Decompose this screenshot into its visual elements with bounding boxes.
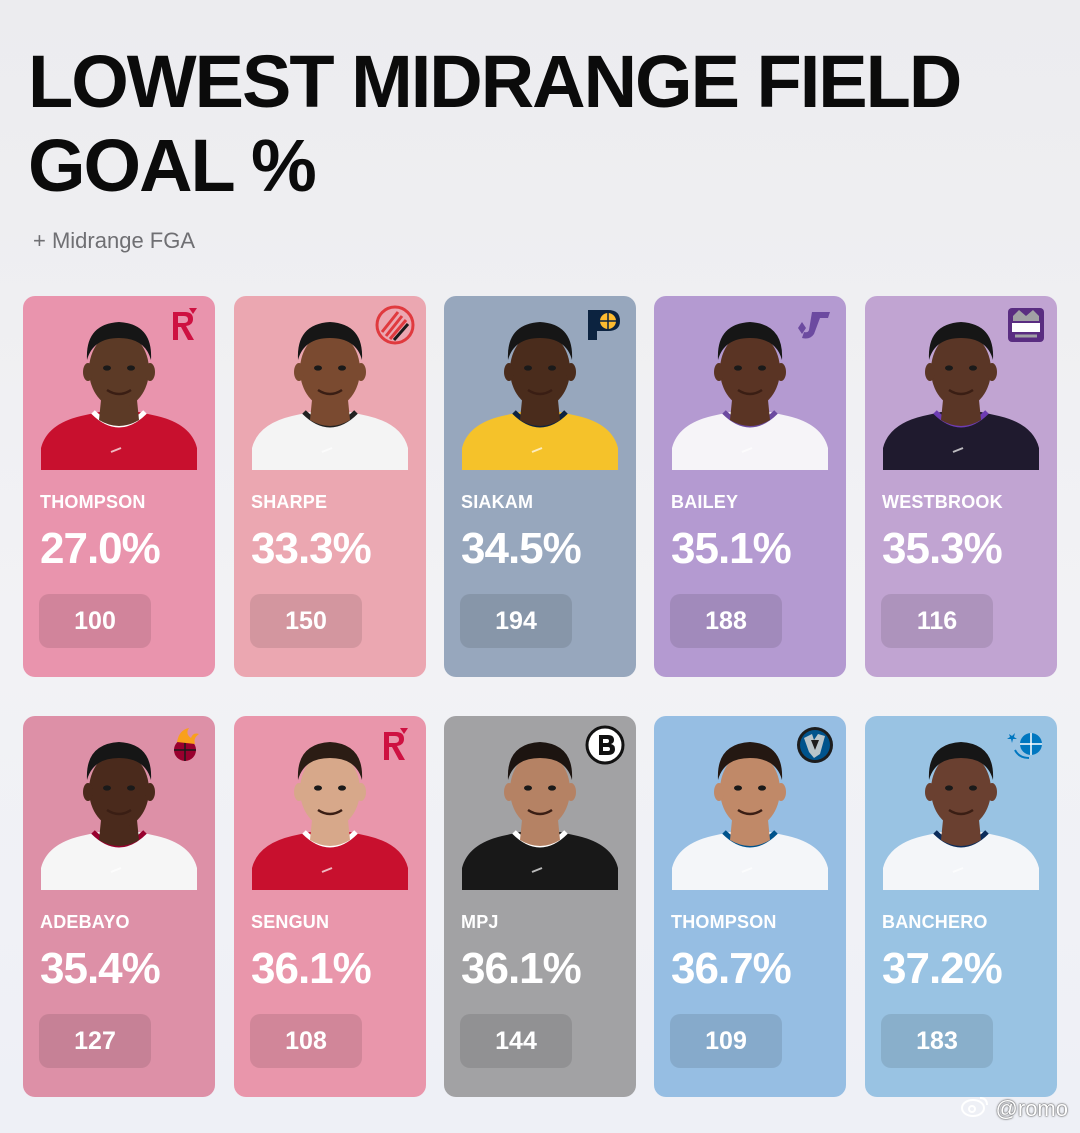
player-name: SIAKAM bbox=[461, 492, 534, 512]
player-card: BANCHERO 37.2% 183 bbox=[865, 716, 1057, 1097]
player-name: BANCHERO bbox=[882, 912, 988, 932]
player-headshot bbox=[672, 308, 828, 470]
midrange-fg-pct: 37.2% bbox=[882, 944, 1003, 993]
midrange-fga-badge: 144 bbox=[460, 1014, 572, 1068]
player-name: MPJ bbox=[461, 912, 499, 932]
midrange-fg-pct: 33.3% bbox=[251, 524, 372, 573]
player-name: SHARPE bbox=[251, 492, 328, 512]
player-headshot bbox=[883, 308, 1039, 470]
rockets-logo-icon bbox=[163, 304, 205, 346]
player-headshot bbox=[462, 308, 618, 470]
midrange-fga-badge: 100 bbox=[39, 594, 151, 648]
player-name: WESTBROOK bbox=[882, 492, 1003, 512]
pacers-logo-icon bbox=[584, 304, 626, 346]
midrange-fg-pct: 36.1% bbox=[461, 944, 582, 993]
player-card: SENGUN 36.1% 108 bbox=[234, 716, 426, 1097]
midrange-fga-badge: 150 bbox=[250, 594, 362, 648]
midrange-fg-pct: 27.0% bbox=[40, 524, 161, 573]
midrange-fga-badge: 188 bbox=[670, 594, 782, 648]
player-name: SENGUN bbox=[251, 912, 330, 932]
player-card: WESTBROOK 35.3% 116 bbox=[865, 296, 1057, 677]
player-headshot bbox=[462, 728, 618, 890]
player-card: ADEBAYO 35.4% 127 bbox=[23, 716, 215, 1097]
watermark: @romo bbox=[960, 1095, 1068, 1123]
mavericks-logo-icon bbox=[794, 724, 836, 766]
player-card: MPJ 36.1% 144 bbox=[444, 716, 636, 1097]
midrange-fg-pct: 34.5% bbox=[461, 524, 582, 573]
player-card: SIAKAM 34.5% 194 bbox=[444, 296, 636, 677]
nets-logo-icon bbox=[584, 724, 626, 766]
kings-logo-icon bbox=[1005, 304, 1047, 346]
player-headshot bbox=[883, 728, 1039, 890]
player-headshot bbox=[41, 308, 197, 470]
midrange-fga-badge: 109 bbox=[670, 1014, 782, 1068]
midrange-fg-pct: 35.4% bbox=[40, 944, 161, 993]
midrange-fg-pct: 35.3% bbox=[882, 524, 1003, 573]
midrange-fg-pct: 35.1% bbox=[671, 524, 792, 573]
midrange-fga-badge: 116 bbox=[881, 594, 993, 648]
player-card: BAILEY 35.1% 188 bbox=[654, 296, 846, 677]
player-headshot bbox=[672, 728, 828, 890]
magic-logo-icon bbox=[1005, 724, 1047, 766]
midrange-fga-badge: 194 bbox=[460, 594, 572, 648]
midrange-fga-badge: 108 bbox=[250, 1014, 362, 1068]
midrange-fg-pct: 36.1% bbox=[251, 944, 372, 993]
watermark-text: @romo bbox=[995, 1096, 1068, 1121]
heat-logo-icon bbox=[163, 724, 205, 766]
midrange-fga-badge: 183 bbox=[881, 1014, 993, 1068]
midrange-fg-pct: 36.7% bbox=[671, 944, 792, 993]
player-name: BAILEY bbox=[671, 492, 739, 512]
trail-blazers-logo-icon bbox=[374, 304, 416, 346]
page-title: LOWEST MIDRANGE FIELD GOAL % bbox=[28, 40, 962, 207]
rockets-logo-icon bbox=[374, 724, 416, 766]
player-headshot bbox=[252, 308, 408, 470]
player-name: THOMPSON bbox=[671, 912, 777, 932]
player-name: THOMPSON bbox=[40, 492, 146, 512]
player-headshot bbox=[252, 728, 408, 890]
player-card: SHARPE 33.3% 150 bbox=[234, 296, 426, 677]
jazz-logo-icon bbox=[794, 304, 836, 346]
player-card: THOMPSON 36.7% 109 bbox=[654, 716, 846, 1097]
weibo-icon bbox=[960, 1095, 990, 1123]
player-name: ADEBAYO bbox=[40, 912, 130, 932]
page-subtitle: + Midrange FGA bbox=[33, 228, 196, 253]
midrange-fga-badge: 127 bbox=[39, 1014, 151, 1068]
player-card: THOMPSON 27.0% 100 bbox=[23, 296, 215, 677]
player-headshot bbox=[41, 728, 197, 890]
